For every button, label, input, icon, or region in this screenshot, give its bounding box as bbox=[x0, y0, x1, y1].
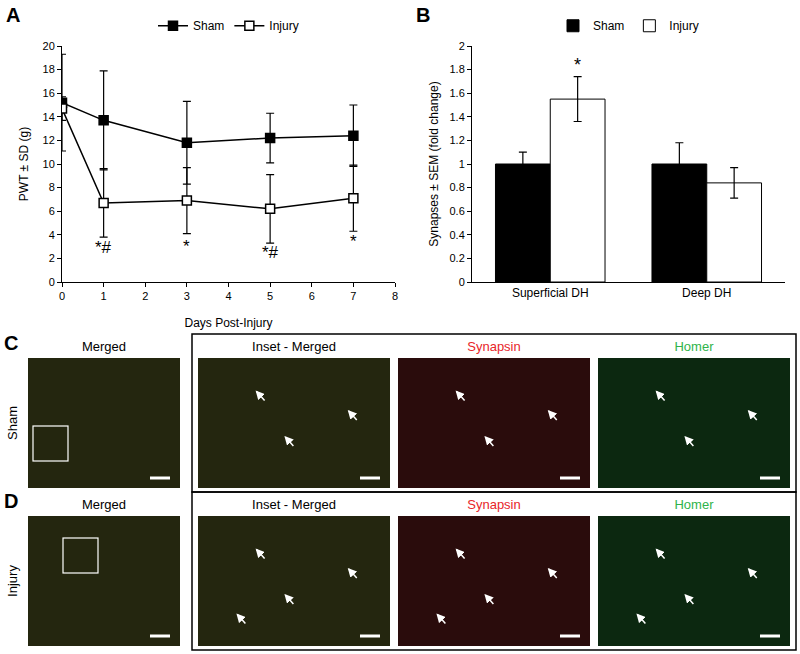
svg-text:Homer: Homer bbox=[674, 497, 714, 512]
svg-text:6: 6 bbox=[309, 290, 315, 302]
html-text:A: A bbox=[6, 4, 21, 26]
svg-text:Sham: Sham bbox=[193, 19, 224, 33]
svg-text:Synapsin: Synapsin bbox=[467, 497, 520, 512]
svg-text:6: 6 bbox=[49, 205, 55, 217]
svg-text:1.2: 1.2 bbox=[450, 134, 465, 146]
svg-text:3: 3 bbox=[184, 290, 190, 302]
svg-text:0.6: 0.6 bbox=[450, 205, 465, 217]
svg-text:18: 18 bbox=[43, 63, 55, 75]
svg-text:0: 0 bbox=[59, 290, 65, 302]
svg-text:Inset - Merged: Inset - Merged bbox=[252, 497, 336, 512]
svg-text:Synapses ± SEM (fold change): Synapses ± SEM (fold change) bbox=[427, 81, 441, 246]
svg-text:Days Post-Injury: Days Post-Injury bbox=[184, 316, 272, 330]
svg-text:PWT ± SD (g): PWT ± SD (g) bbox=[17, 127, 31, 201]
svg-text:2: 2 bbox=[459, 40, 465, 52]
svg-text:Injury: Injury bbox=[269, 19, 298, 33]
svg-text:*#: *# bbox=[95, 238, 112, 257]
svg-text:7: 7 bbox=[350, 290, 356, 302]
svg-text:4: 4 bbox=[49, 229, 55, 241]
svg-text:2: 2 bbox=[142, 290, 148, 302]
svg-text:Deep DH: Deep DH bbox=[682, 286, 731, 300]
svg-text:16: 16 bbox=[43, 87, 55, 99]
svg-text:10: 10 bbox=[43, 158, 55, 170]
svg-text:2: 2 bbox=[49, 252, 55, 264]
svg-text:1.6: 1.6 bbox=[450, 87, 465, 99]
svg-text:12: 12 bbox=[43, 134, 55, 146]
svg-text:1.4: 1.4 bbox=[450, 111, 465, 123]
svg-text:8: 8 bbox=[49, 181, 55, 193]
svg-text:Synapsin: Synapsin bbox=[467, 339, 520, 354]
svg-text:0.8: 0.8 bbox=[450, 181, 465, 193]
svg-text:D: D bbox=[4, 490, 18, 512]
svg-text:8: 8 bbox=[392, 290, 398, 302]
svg-text:Injury: Injury bbox=[5, 565, 20, 597]
svg-text:4: 4 bbox=[225, 290, 231, 302]
svg-text:Sham: Sham bbox=[593, 19, 624, 33]
svg-text:Merged: Merged bbox=[82, 339, 126, 354]
svg-text:Inset - Merged: Inset - Merged bbox=[252, 339, 336, 354]
svg-text:5: 5 bbox=[267, 290, 273, 302]
svg-text:Sham: Sham bbox=[5, 406, 20, 440]
html-text:B: B bbox=[416, 4, 431, 26]
svg-text:0: 0 bbox=[49, 276, 55, 288]
svg-text:*: * bbox=[350, 232, 357, 251]
svg-text:Merged: Merged bbox=[82, 497, 126, 512]
svg-text:1: 1 bbox=[459, 158, 465, 170]
svg-text:0.2: 0.2 bbox=[450, 252, 465, 264]
svg-text:0.4: 0.4 bbox=[450, 229, 465, 241]
svg-text:Superficial DH: Superficial DH bbox=[512, 286, 589, 300]
svg-text:0: 0 bbox=[459, 276, 465, 288]
svg-text:Homer: Homer bbox=[674, 339, 714, 354]
svg-text:1.8: 1.8 bbox=[450, 63, 465, 75]
svg-text:1: 1 bbox=[101, 290, 107, 302]
svg-text:*: * bbox=[574, 55, 581, 75]
svg-text:Injury: Injury bbox=[669, 19, 698, 33]
svg-text:14: 14 bbox=[43, 111, 55, 123]
svg-text:20: 20 bbox=[43, 40, 55, 52]
svg-text:*#: *# bbox=[262, 243, 279, 262]
svg-text:*: * bbox=[183, 237, 190, 256]
svg-text:C: C bbox=[4, 332, 18, 354]
